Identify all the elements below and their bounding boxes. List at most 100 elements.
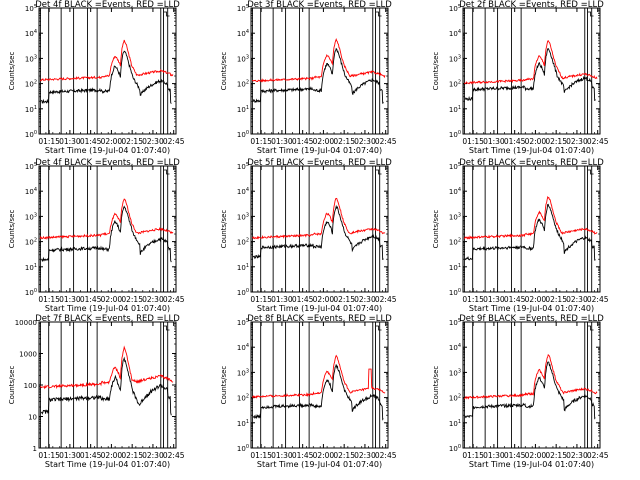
marker-bracket (163, 169, 170, 175)
x-tick-label: 01:15 (462, 451, 484, 460)
y-axis-label: Counts/sec (432, 366, 440, 405)
x-tick-label: 02:45 (163, 137, 185, 146)
series-lld-line (464, 40, 598, 85)
x-axis-label: Start Time (19-Jul-04 01:07:40) (469, 304, 594, 313)
plot-frame (462, 321, 601, 449)
x-tick-label: 01:45 (292, 137, 314, 146)
x-tick-label: 02:15 (121, 137, 143, 146)
x-tick-label: 01:30 (271, 137, 293, 146)
x-tick-label: 02:45 (375, 451, 397, 460)
y-tick-label: 104 (449, 343, 461, 352)
marker-bracket (163, 325, 170, 331)
y-tick-label: 104 (449, 187, 461, 196)
x-tick-label: 01:45 (292, 451, 314, 460)
series-lld-line (39, 198, 174, 240)
x-tick-label: 01:30 (59, 137, 81, 146)
y-tick-label: 101 (25, 263, 37, 272)
series-lld-line (39, 39, 174, 82)
series-events-line (464, 361, 596, 420)
y-tick-label: 1 (33, 445, 37, 453)
x-tick-label: 01:15 (462, 137, 484, 146)
y-tick-label: 101 (25, 105, 37, 114)
chart-panel-row2-col1: Det 4f BLACK =Events, RED =LLD 100 101 102 1… (8, 158, 185, 313)
x-tick-label: 02:30 (142, 295, 164, 304)
y-tick-label: 101 (449, 105, 461, 114)
y-tick-label: 101 (449, 263, 461, 272)
x-tick-label: 02:30 (566, 451, 588, 460)
x-tick-label: 01:45 (80, 295, 102, 304)
marker-bracket (163, 11, 170, 17)
chart-panel-row3-col1: Det 7f BLACK =Events, RED =LLD 1 10 100 1000… (8, 314, 185, 469)
chart-title: Det 6f BLACK =Events, RED =LLD (459, 158, 604, 168)
y-tick-label: 100 (449, 288, 461, 297)
x-tick-label: 01:45 (504, 451, 526, 460)
x-tick-label: 02:30 (354, 295, 376, 304)
y-tick-label: 105 (237, 4, 249, 13)
series-events-line (41, 205, 172, 263)
y-tick-label: 102 (25, 238, 37, 247)
series-events-line (40, 356, 172, 416)
y-tick-label: 10 (28, 414, 37, 422)
chart-title: Det 9f BLACK =Events, RED =LLD (459, 314, 604, 324)
series-lld-line (39, 345, 174, 390)
y-axis-label: Counts/sec (8, 210, 16, 249)
y-tick-label: 103 (237, 54, 249, 63)
y-tick-label: 105 (25, 162, 37, 171)
y-tick-label: 105 (25, 4, 37, 13)
y-tick-label: 102 (25, 80, 37, 89)
y-tick-label: 103 (449, 212, 461, 221)
y-tick-label: 101 (237, 419, 249, 428)
x-tick-label: 01:15 (462, 295, 484, 304)
chart-panel-row1-col2: Det 3f BLACK =Events, RED =LLD 100 101 102 1… (220, 0, 397, 155)
x-tick-label: 02:30 (566, 137, 588, 146)
x-tick-label: 01:15 (250, 137, 272, 146)
y-tick-label: 100 (237, 444, 249, 453)
series-lld-line (463, 353, 598, 400)
x-tick-label: 01:30 (483, 295, 505, 304)
y-axis-label: Counts/sec (220, 210, 228, 249)
x-tick-label: 02:00 (313, 137, 335, 146)
x-tick-label: 02:45 (163, 451, 185, 460)
marker-bracket (587, 325, 594, 331)
x-tick-label: 01:30 (271, 295, 293, 304)
x-axis-label: Start Time (19-Jul-04 01:07:40) (257, 146, 382, 155)
chart-panel-row2-col2: Det 5f BLACK =Events, RED =LLD 100 101 102 1… (220, 158, 397, 313)
plot-frame (38, 165, 177, 293)
x-tick-label: 01:45 (80, 137, 102, 146)
x-axis-label: Start Time (19-Jul-04 01:07:40) (469, 146, 594, 155)
x-tick-label: 01:45 (504, 137, 526, 146)
series-lld-line (251, 197, 386, 240)
marker-bracket (587, 169, 594, 175)
chart-title: Det 3f BLACK =Events, RED =LLD (247, 0, 392, 10)
chart-title: Det 2f BLACK =Events, RED =LLD (459, 0, 604, 10)
x-axis-label: Start Time (19-Jul-04 01:07:40) (469, 460, 594, 469)
chart-panel-row3-col2: Det 8f BLACK =Events, RED =LLD 100 101 102 1… (220, 314, 397, 469)
x-tick-label: 02:15 (545, 137, 567, 146)
series-lld-line (463, 195, 598, 240)
x-tick-label: 02:45 (375, 137, 397, 146)
x-tick-label: 02:30 (354, 451, 376, 460)
x-tick-label: 01:30 (59, 295, 81, 304)
x-tick-label: 02:00 (313, 295, 335, 304)
marker-bracket (375, 11, 382, 17)
y-tick-label: 105 (449, 162, 461, 171)
y-tick-label: 105 (449, 4, 461, 13)
y-tick-label: 101 (449, 419, 461, 428)
x-tick-label: 01:30 (483, 137, 505, 146)
y-axis-label: Counts/sec (8, 366, 16, 405)
chart-panel-row2-col3: Det 6f BLACK =Events, RED =LLD 100 101 102 1… (432, 158, 609, 313)
y-tick-label: 100 (449, 130, 461, 139)
y-tick-label: 103 (449, 54, 461, 63)
plot-frame (250, 321, 389, 449)
x-tick-label: 01:15 (250, 295, 272, 304)
x-tick-label: 02:00 (525, 451, 547, 460)
y-tick-label: 104 (25, 187, 37, 196)
y-tick-label: 102 (237, 238, 249, 247)
x-tick-label: 02:00 (101, 137, 123, 146)
series-events-line (464, 203, 596, 261)
chart-title: Det 4f BLACK =Events, RED =LLD (35, 0, 180, 10)
x-tick-label: 01:30 (59, 451, 81, 460)
y-tick-label: 104 (237, 343, 249, 352)
x-tick-label: 02:45 (375, 295, 397, 304)
